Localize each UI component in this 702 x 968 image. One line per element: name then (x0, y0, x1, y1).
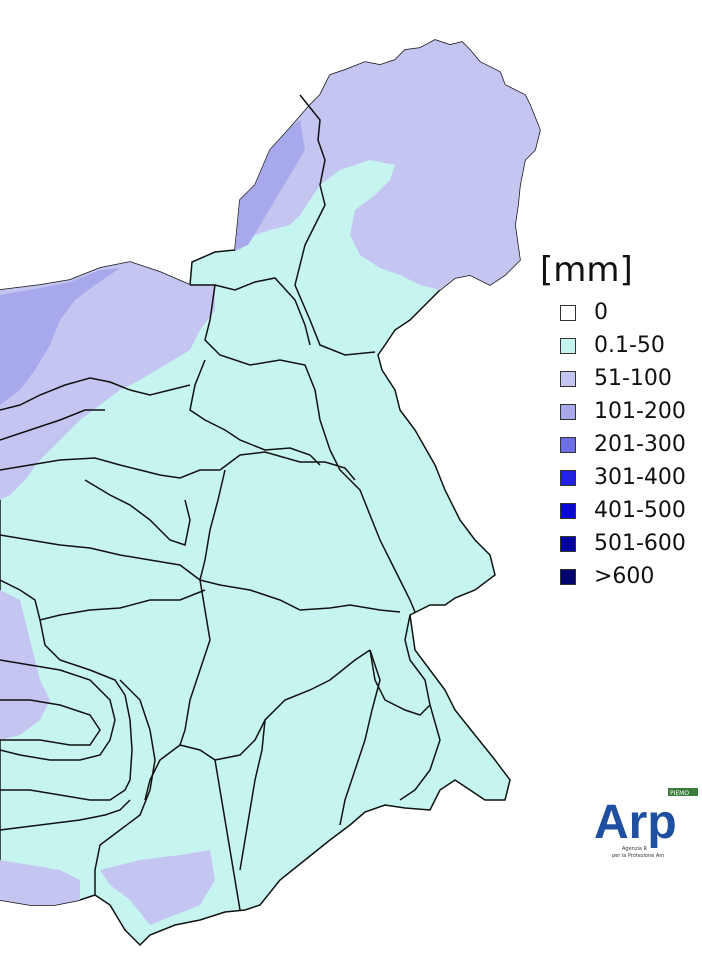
basin-boundaries (0, 94, 441, 911)
zone-n-dark (235, 120, 305, 250)
legend-label: 301-400 (594, 465, 686, 490)
legend-swatch (560, 304, 576, 321)
zone-nw-dark (0, 268, 120, 405)
legend-item: 0 (540, 296, 702, 329)
logo-subtitle-1: Agenzia R (622, 846, 648, 852)
legend-label: 101-200 (594, 399, 686, 424)
zone-sw (0, 590, 50, 740)
legend-item: 0.1-50 (540, 329, 702, 362)
legend-swatch (560, 436, 576, 453)
legend-label: 201-300 (594, 432, 686, 457)
legend-item: 301-400 (540, 461, 702, 494)
zone-s2 (0, 860, 80, 905)
legend-title: [mm] (540, 250, 633, 290)
legend-swatch (560, 469, 576, 486)
logo-badge (668, 788, 698, 796)
arpa-logo: PIEMO Arp Agenzia R per la Protezione Am (592, 780, 702, 870)
legend-label: 401-500 (594, 498, 686, 523)
legend-label: >600 (594, 564, 655, 589)
legend-item: 51-100 (540, 362, 702, 395)
zone-ne (235, 40, 540, 290)
logo-subtitle-2: per la Protezione Am (612, 853, 664, 859)
arpa-logo-graphic: PIEMO Arp Agenzia R per la Protezione Am (594, 788, 698, 859)
legend-swatch (560, 370, 576, 387)
legend-item: 401-500 (540, 494, 702, 527)
legend: [mm] 0 0.1-50 51-100 101-200 201-300 301-400 4… (540, 250, 702, 593)
zone-s (100, 850, 215, 925)
legend-label: 0.1-50 (594, 333, 665, 358)
legend-swatch (560, 568, 576, 585)
legend-label: 501-600 (594, 531, 686, 556)
legend-item: >600 (540, 560, 702, 593)
logo-wordmark: Arp (594, 796, 677, 849)
legend-item: 101-200 (540, 395, 702, 428)
legend-swatch (560, 337, 576, 354)
legend-label: 0 (594, 300, 608, 325)
logo-badge-text: PIEMO (670, 790, 689, 797)
legend-swatch (560, 535, 576, 552)
legend-item: 201-300 (540, 428, 702, 461)
legend-swatch (560, 403, 576, 420)
legend-swatch (560, 502, 576, 519)
legend-item: 501-600 (540, 527, 702, 560)
legend-label: 51-100 (594, 366, 672, 391)
